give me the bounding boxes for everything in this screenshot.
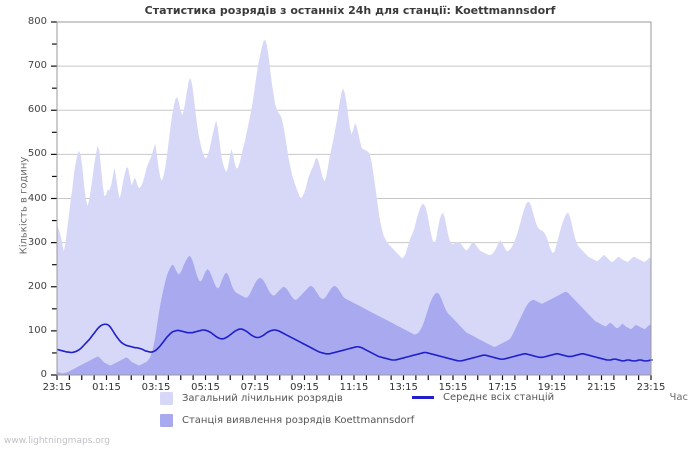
chart-title: Статистика розрядів з останніх 24h для с…	[144, 4, 556, 17]
x-tick-label: 19:15	[537, 382, 567, 393]
x-tick-label: 09:15	[290, 382, 319, 393]
x-tick-label: 01:15	[92, 382, 121, 393]
x-tick-label: 15:15	[438, 382, 468, 393]
legend-swatch-station	[160, 414, 173, 427]
x-tick-label: 07:15	[240, 382, 270, 393]
plot-frame	[56, 21, 652, 376]
x-tick-label: 23:15	[42, 382, 72, 393]
y-tick-label: 800	[27, 16, 47, 27]
legend-swatch-total	[160, 392, 173, 405]
x-axis-label: Час	[669, 392, 688, 403]
y-tick-label: 300	[27, 236, 47, 248]
series-line-average	[56, 323, 653, 362]
x-tick-label: 13:15	[389, 382, 418, 393]
series-area-station	[57, 255, 651, 375]
watermark: www.lightningmaps.org	[4, 436, 110, 446]
y-tick-label: 600	[27, 104, 47, 116]
y-tick-label: 200	[27, 280, 47, 292]
y-tick-label: 0	[40, 369, 47, 380]
legend-label-average: Середнє всіх станцій	[443, 392, 555, 403]
legend-label-station: Станція виявлення розрядів Koettmannsdor…	[182, 415, 415, 426]
legend-item-average: Середнє всіх станцій	[412, 392, 554, 403]
legend-item-station: Станція виявлення розрядів Koettmannsdor…	[160, 414, 414, 427]
x-tick-label: 21:15	[587, 382, 616, 393]
chart-legend: Загальний лічильник розрядів Станція вия…	[0, 390, 700, 436]
x-tick-label: 03:15	[141, 382, 171, 393]
y-tick-label: 400	[27, 192, 47, 204]
x-tick-label: 17:15	[488, 382, 517, 393]
y-tick-label: 500	[27, 148, 47, 160]
x-axis-ticks	[56, 375, 652, 380]
y-tick-label: 100	[27, 324, 47, 336]
legend-line-average	[412, 396, 434, 399]
legend-item-total: Загальний лічильник розрядів	[160, 392, 343, 405]
x-tick-label: 23:15	[636, 382, 666, 393]
legend-label-total: Загальний лічильник розрядів	[182, 393, 343, 404]
minor-ticks	[51, 21, 57, 376]
x-tick-label: 11:15	[339, 382, 369, 393]
y-tick-label: 700	[27, 60, 47, 72]
x-tick-label: 05:15	[191, 382, 220, 393]
